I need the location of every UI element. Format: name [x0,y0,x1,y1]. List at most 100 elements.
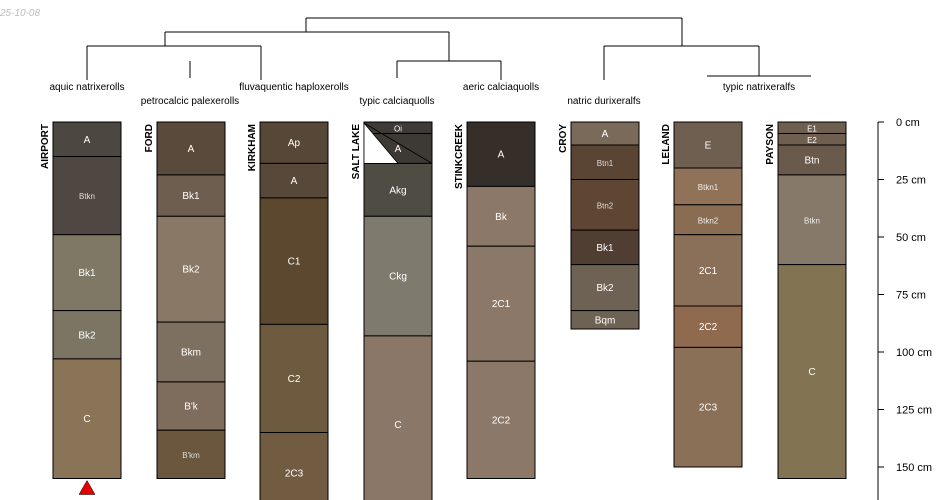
depth-tick-label: 25 cm [896,175,926,187]
horizon-block [52,358,122,479]
horizon-block [570,310,640,330]
horizon-label: 2C1 [699,266,718,277]
horizon-block [673,167,743,206]
depth-tick-label: 0 cm [896,117,920,129]
salt-lake-diagonal [363,122,433,164]
bottom-marker-triangle [78,479,96,495]
horizon-label: Btn2 [597,201,614,210]
horizon-label: B'k [184,402,199,413]
horizon-label: 2C3 [285,468,304,479]
profile-name: PAYSON [765,124,776,165]
horizon-block [570,179,640,231]
horizon-block [259,323,329,433]
horizon-block [466,245,536,362]
taxon-label: typic natrixeralfs [723,82,795,93]
horizon-block [259,197,329,325]
horizon-label: 2C2 [492,415,511,426]
depth-tick-label: 150 cm [896,462,932,474]
horizon-block [570,229,640,266]
salt-lake-wedge [363,121,399,164]
soil-profile: A Btkn Bk1 Bk2 C AIRPORT [40,121,122,495]
horizon-label: Bk1 [78,268,96,279]
horizon-label: B'km [182,451,200,460]
dendro-ll [86,45,262,80]
dendrogram [86,17,811,80]
horizon-block [466,185,536,247]
horizon-label: 2C1 [492,299,511,310]
horizon-block [673,305,743,348]
soil-profile: Ap A C1 C2 2C3 KIRKHAM [247,121,329,500]
horizon-label: Bk1 [182,191,200,202]
horizon-label: E2 [807,136,817,145]
horizon-block [52,156,122,236]
horizon-block [777,264,847,479]
horizon-label: Btkn [79,192,95,201]
profile-name: KIRKHAM [247,124,258,171]
horizon-block [52,310,122,360]
horizon-block [156,215,226,323]
horizon-label: A [498,150,505,161]
profile-name: SALT LAKE [351,124,362,180]
horizon-block [570,264,640,312]
horizon-block [777,144,847,176]
horizon-label: C2 [288,374,301,385]
horizon-label: A [602,129,609,140]
horizon-label: Oi [394,124,402,133]
horizon-label: C [808,367,815,378]
horizon-block [156,381,226,431]
depth-tick-label: 100 cm [896,347,932,359]
profile-name: CROY [558,124,569,153]
horizon-block [466,121,536,187]
taxon-label: aquic natrixerolls [49,82,124,93]
horizon-block [156,121,226,176]
taxa-labels: aquic natrixerolls petrocalcic palexerol… [49,82,795,107]
horizon-block [156,321,226,383]
horizon-block [673,204,743,236]
depth-tick-label: 50 cm [896,232,926,244]
horizon-label: Bqm [595,315,616,326]
horizon-label: Bk2 [182,265,200,276]
soil-profile: A Btn1 Btn2 Bk1 Bk2 Bqm CROY [558,121,640,330]
horizon-label: Ap [288,138,301,149]
horizon-label: E [705,141,712,152]
horizon-label: A [291,176,298,187]
profile-name: FORD [144,124,155,152]
dendro-left [164,31,450,61]
horizon-block [259,432,329,500]
horizon-label: E1 [807,124,817,133]
depth-axis: 0 cm 25 cm 50 cm 75 cm 100 cm 125 cm 150 cm [877,117,932,500]
profile-name: STINKCREEK [454,123,465,189]
horizon-block [363,215,433,337]
horizon-label: Btkn1 [698,183,719,192]
horizon-block [570,144,640,180]
horizon-block [363,335,433,500]
horizon-label: Bk2 [596,283,614,294]
depth-tick-label: 75 cm [896,290,926,302]
soil-profiles: A Btkn Bk1 Bk2 C AIRPORT A Bk1 Bk2 Bkm B'k B'km FORD… [40,121,847,500]
horizon-label: Ckg [389,272,407,283]
soil-profile: E Btkn1 Btkn2 2C1 2C2 2C3 LELAND [661,121,743,468]
soil-profile: Oi A Akg Ckg C SALT LAKE [351,121,433,500]
horizon-label: Bkm [181,348,201,359]
taxon-label: aeric calciaquolls [463,82,539,93]
dendro-right [603,45,760,80]
horizon-block [52,234,122,312]
dendro-root [305,17,683,46]
horizon-block [156,174,226,217]
horizon-label: C [394,420,401,431]
dendro-lr [396,60,502,80]
horizon-label: C1 [288,257,301,268]
horizon-label: 2C3 [699,403,718,414]
horizon-label: Btkn2 [698,216,719,225]
horizon-label: Btn1 [597,159,614,168]
horizon-label: Bk [495,212,508,223]
horizon-label: 2C2 [699,322,718,333]
horizon-block [156,429,226,480]
horizon-label: A [395,144,402,155]
horizon-block [777,174,847,266]
depth-tick-label: 125 cm [896,405,932,417]
taxon-label: fluvaquentic haploxerolls [239,82,349,93]
horizon-label: C [83,414,90,425]
date-stamp: 25-10-08 [0,8,41,19]
